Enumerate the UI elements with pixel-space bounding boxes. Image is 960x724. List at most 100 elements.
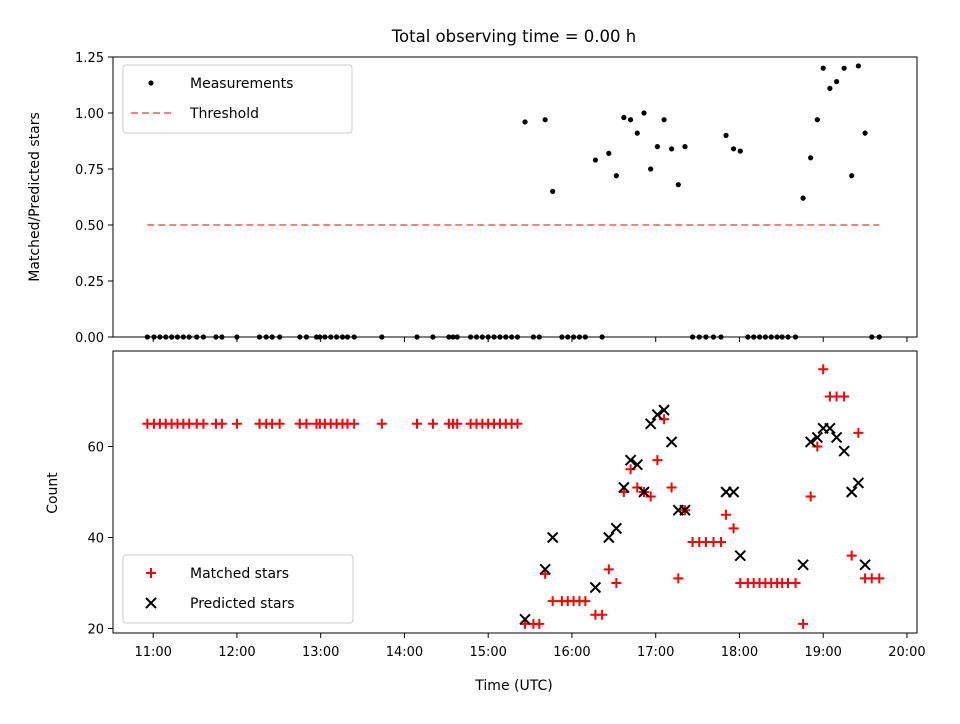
measurement-point — [592, 157, 599, 163]
matched-star-point — [274, 418, 285, 429]
x-tick-label: 13:00 — [302, 645, 339, 660]
matched-star-point — [611, 577, 622, 588]
x-tick-label: 14:00 — [386, 645, 423, 660]
measurement-point — [841, 65, 847, 71]
x-tick-label: 16:00 — [553, 645, 590, 660]
measurement-point — [627, 117, 634, 123]
matched-star-point — [231, 418, 242, 429]
predicted-star-point — [727, 486, 740, 498]
predicted-star-point — [603, 531, 615, 544]
x-tick-label: 19:00 — [804, 645, 841, 660]
measurement-point — [855, 63, 861, 69]
matched-star-point — [376, 418, 387, 429]
top-panel-ratio: 0.00 0.25 0.50 0.75 1.00 1.25 Measurements Thre… — [75, 51, 918, 346]
x-tick-label: 11:00 — [134, 645, 171, 660]
top-y-tick-label: 0.00 — [75, 331, 104, 346]
measurement-point — [661, 117, 667, 123]
bottom-y-tick-label: 40 — [87, 531, 104, 546]
x-tick-label: 20:00 — [888, 645, 925, 660]
matched-star-point — [597, 609, 608, 620]
matched-star-point — [534, 618, 545, 629]
matched-star-point — [512, 418, 523, 429]
measurement-point — [542, 117, 548, 123]
predicted-star-point — [859, 559, 871, 571]
predicted-star-point — [852, 477, 865, 489]
measurement-point — [814, 117, 820, 123]
predicted-star-point — [679, 504, 691, 516]
top-y-tick-label: 1.25 — [75, 51, 104, 66]
matched-star-point — [452, 418, 463, 429]
matched-star-point — [603, 564, 614, 575]
legend-entry-label: Predicted stars — [190, 596, 295, 612]
x-tick-label: 12:00 — [218, 645, 255, 660]
matched-star-point — [666, 482, 677, 493]
bottom-series-1 — [519, 404, 871, 626]
matched-star-point — [846, 550, 857, 561]
matched-star-point — [716, 537, 727, 548]
legend-measurement-swatch — [148, 80, 154, 86]
measurement-point — [834, 79, 840, 85]
measurement-point — [849, 173, 855, 179]
bottom-series-0 — [142, 364, 885, 629]
predicted-star-point — [665, 436, 678, 448]
matched-star-point — [853, 427, 864, 438]
top-y-tick-label: 0.50 — [75, 219, 104, 234]
matched-star-point — [721, 509, 732, 520]
matched-star-point — [673, 573, 684, 584]
top-y-axis-label: Matched/Predicted stars — [27, 112, 43, 282]
measurement-point — [808, 155, 814, 161]
predicted-star-point — [651, 408, 664, 421]
legend-entry-label: Matched stars — [190, 566, 289, 582]
predicted-star-point — [804, 436, 817, 448]
legend-entry-label: Measurements — [190, 76, 293, 92]
matched-star-point — [818, 364, 829, 375]
matched-star-point — [728, 523, 739, 534]
predicted-star-point — [589, 581, 602, 594]
top-frame — [112, 56, 918, 338]
measurement-point — [613, 173, 619, 179]
predicted-star-point — [539, 563, 551, 576]
measurement-point — [522, 119, 528, 125]
legend-predicted-swatch — [145, 597, 157, 609]
top-legend-box — [122, 64, 353, 134]
measurement-point — [730, 146, 737, 152]
measurement-point — [827, 85, 833, 91]
measurement-point — [550, 188, 556, 194]
measurement-point — [862, 130, 868, 136]
bottom-legend-box — [122, 554, 354, 624]
matched-star-point — [547, 596, 558, 607]
predicted-star-point — [519, 613, 531, 626]
x-axis-label: Time (UTC) — [474, 678, 552, 694]
measurement-point — [669, 146, 675, 152]
x-tick-label: 18:00 — [721, 645, 758, 660]
bottom-legend: Matched stars Predicted stars — [122, 554, 354, 624]
measurement-point — [800, 195, 806, 201]
matched-star-point — [580, 596, 591, 607]
top-y-tick-label: 0.75 — [75, 163, 104, 178]
matched-star-point — [652, 455, 663, 466]
measurement-point — [682, 144, 688, 150]
measurement-point — [634, 130, 640, 136]
matched-star-point — [839, 391, 850, 402]
bottom-y-tick-label: 20 — [87, 622, 104, 637]
predicted-star-point — [644, 418, 657, 430]
matched-star-point — [798, 618, 809, 629]
predicted-star-point — [631, 459, 643, 471]
measurement-point — [654, 144, 660, 150]
bottom-panel-count: 20 40 60 11:00 12:00 13:00 14:00 15:00 16:00 17:0… — [87, 350, 926, 660]
bottom-y-axis-label: Count — [45, 472, 61, 514]
top-legend: Measurements Threshold — [122, 64, 353, 134]
predicted-star-point — [845, 486, 858, 498]
matched-star-point — [874, 573, 885, 584]
predicted-star-point — [797, 559, 809, 571]
predicted-star-point — [734, 549, 746, 562]
predicted-star-point — [546, 531, 559, 544]
predicted-star-point — [618, 481, 630, 494]
chart-title: Total observing time = 0.00 h — [391, 27, 636, 46]
legend-matched-swatch — [146, 568, 156, 578]
measurement-point — [641, 110, 647, 116]
bottom-frame — [112, 350, 918, 634]
top-y-tick-label: 0.25 — [75, 275, 104, 290]
matched-star-point — [198, 418, 209, 429]
